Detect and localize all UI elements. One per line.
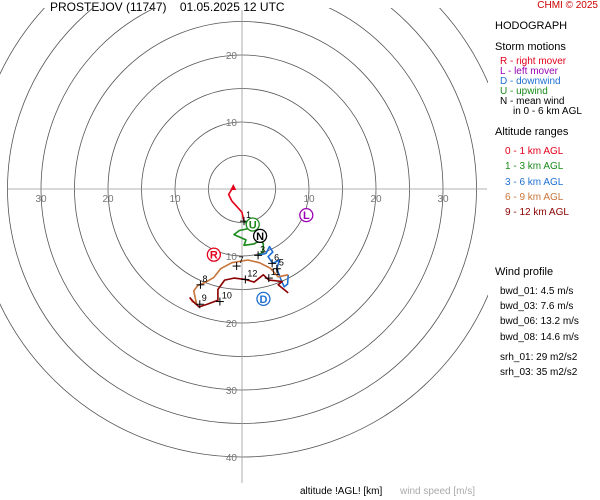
storm-vector-circle (206, 247, 222, 262)
storm-motions-title: Storm motions (495, 41, 566, 53)
storm-vector-label: U (249, 220, 257, 232)
altitude-marker-label: 12 (247, 268, 257, 278)
storm-vector-label: N (256, 231, 264, 243)
altitude-range-0-1: 0 - 1 km AGL (505, 146, 564, 157)
x-tick-label: 30 (35, 194, 47, 205)
bwd-01: bwd_01: 4.5 m/s (500, 286, 574, 297)
surface-wind-arrow (230, 183, 237, 190)
wind-series (189, 183, 289, 308)
altitude-range-1-3: 1 - 3 km AGL (505, 161, 564, 172)
storm-vector-label: D (259, 294, 267, 306)
storm-motion-r: R - right mover (500, 56, 567, 67)
x-tick-label: 10 (169, 194, 181, 205)
storm-vector-circle (252, 228, 268, 244)
storm-vector-circle (256, 291, 271, 307)
x-tick-label: 20 (370, 194, 382, 205)
altitude-range-9-12: 9 - 12 km AGL (505, 207, 569, 218)
y-tick-label: 10 (226, 252, 238, 263)
wind-trace-1 (233, 220, 265, 256)
altitude-marker-label: 9 (202, 293, 207, 303)
srh-03: srh_03: 35 m2/s2 (500, 367, 578, 378)
storm-motion-u: U - upwind (500, 86, 548, 97)
x-tick-label: 10 (303, 194, 315, 205)
altitude-marker-label: 5 (279, 258, 284, 268)
chart-axes (8, 10, 487, 483)
x-tick-label: 30 (437, 194, 449, 205)
wind-trace-2 (257, 245, 289, 288)
storm-vector-label: R (210, 250, 218, 262)
y-tick-label: 40 (226, 453, 238, 464)
altitude-markers: 1 3 56 7 8 9 10 11 12 (195, 210, 284, 309)
storm-vector-circle (299, 207, 314, 223)
wind-trace-3 (189, 259, 289, 304)
altitude-marker-label: 11 (271, 267, 280, 277)
altitude-range-6-9: 6 - 9 km AGL (505, 192, 564, 203)
altitude-marker-label: 1 (246, 210, 251, 220)
station-name: PROSTEJOV (11747) (50, 0, 167, 14)
bwd-08: bwd_08: 14.6 m/s (500, 332, 579, 343)
y-tick-label: 20 (226, 51, 238, 62)
y-tick-label: 20 (226, 319, 238, 330)
bwd-03: bwd_03: 7.6 m/s (500, 301, 574, 312)
srh-01: srh_01: 29 m2/s2 (500, 352, 578, 363)
altitude-marker-label: 10 (222, 291, 232, 301)
legend-title: HODOGRAPH (495, 20, 568, 32)
altitude-axis-label: altitude !AGL! [km] (300, 486, 383, 497)
chmi-credit: CHMI © 2025 (537, 0, 598, 11)
altitude-marker-label: 8 (202, 274, 207, 284)
storm-motion-d: D - downwind (500, 76, 561, 87)
mean-wind-note: in 0 - 6 km AGL (513, 106, 582, 117)
tick-labels: 30 20 10 10 20 30 20 10 10 20 30 40 (35, 51, 449, 464)
storm-motion-n: N - mean wind (500, 96, 565, 107)
wind-trace-4 (189, 273, 289, 308)
sounding-time: 01.05.2025 12 UTC (179, 0, 285, 14)
storm-vectors: R L D UN (206, 207, 314, 307)
y-tick-label: 30 (226, 386, 238, 397)
station-title: PROSTEJOV (11747) 01.05.2025 12 UTC (50, 0, 285, 14)
wind-profile-title: Wind profile (495, 266, 554, 278)
storm-vector-label: L (303, 210, 310, 222)
altitude-ranges-title: Altitude ranges (495, 126, 569, 138)
x-tick-label: 20 (102, 194, 114, 205)
altitude-range-3-6: 3 - 6 km AGL (505, 177, 564, 188)
altitude-marker-label: 6 (274, 252, 279, 262)
storm-vector-circle (245, 217, 260, 232)
wind-speed-axis-label: wind speed [m/s] (400, 486, 476, 497)
wind-trace-0 (227, 186, 245, 222)
y-tick-label: 10 (226, 118, 238, 129)
storm-motion-l: L - left mover (500, 66, 558, 77)
altitude-marker-label: 7 (239, 255, 244, 265)
altitude-marker-label: 3 (260, 244, 265, 254)
bwd-06: bwd_06: 13.2 m/s (500, 316, 579, 327)
